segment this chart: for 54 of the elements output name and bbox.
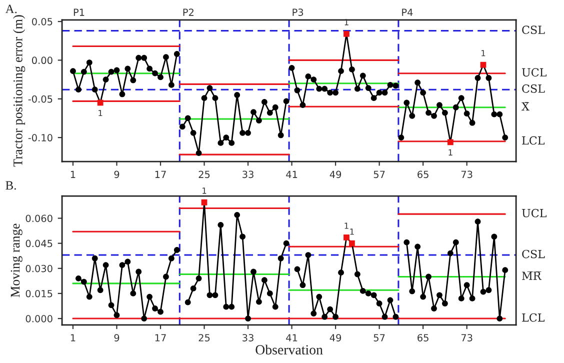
y-tick-label: 0.030 bbox=[26, 264, 52, 272]
x-tick-label: 33 bbox=[242, 170, 254, 178]
x-tick-label: 41 bbox=[286, 170, 298, 178]
x-tick-label: 65 bbox=[418, 334, 428, 342]
x-tick-label: 65 bbox=[418, 170, 428, 178]
x-tick-label: 33 bbox=[242, 334, 254, 342]
y-tick-label: 0.00 bbox=[32, 56, 52, 64]
y-tick-label: -0.10 bbox=[28, 134, 52, 142]
y-tick-label: 0.000 bbox=[26, 315, 52, 322]
x-tick-label: 25 bbox=[198, 170, 210, 178]
y-tick-label: 0.015 bbox=[26, 290, 52, 298]
y-axis-title: Moving range bbox=[10, 224, 22, 298]
x-tick-label: 1 bbox=[70, 170, 76, 178]
series-label: UCL bbox=[522, 208, 546, 218]
x-tick-label: 25 bbox=[198, 334, 210, 342]
series-label: LCL bbox=[522, 136, 544, 145]
x-tick-label: 9 bbox=[114, 170, 120, 178]
x-tick-label: 57 bbox=[374, 170, 385, 178]
y-tick-label: 0.045 bbox=[26, 240, 52, 248]
annotation: 1 bbox=[98, 110, 102, 116]
x-tick-label: 73 bbox=[461, 170, 472, 178]
annotation: 1 bbox=[202, 188, 206, 194]
y-tick-label: 0.05 bbox=[32, 18, 52, 26]
y-axis-title: Tractor positioning error (m) bbox=[13, 15, 26, 167]
annotation: 1 bbox=[482, 50, 486, 56]
annotation: 1 bbox=[350, 228, 354, 235]
y-tick-label: -0.05 bbox=[28, 95, 52, 103]
x-tick-label: 73 bbox=[461, 334, 472, 342]
ref-line-label: CSL bbox=[522, 250, 545, 258]
x-tick-label: 41 bbox=[286, 334, 298, 342]
text: P4 bbox=[402, 8, 413, 16]
text: P2 bbox=[183, 8, 194, 16]
y-tick-label: 0.060 bbox=[26, 214, 52, 222]
chart-title: A. bbox=[5, 4, 17, 14]
series-label: X̄ bbox=[522, 102, 530, 110]
series-label: LCL bbox=[522, 313, 544, 322]
text: P3 bbox=[292, 8, 304, 16]
x-tick-label: 1 bbox=[70, 334, 76, 342]
chart-title: B. bbox=[6, 181, 16, 190]
x-axis-title: Observation bbox=[256, 344, 323, 354]
series-label: UCL bbox=[522, 68, 546, 77]
x-tick-label: 49 bbox=[330, 170, 342, 178]
annotation: 1 bbox=[344, 19, 348, 26]
ref-line-label: CSL bbox=[522, 84, 545, 93]
x-tick-label: 9 bbox=[114, 334, 120, 342]
annotation: 1 bbox=[448, 149, 452, 156]
series-label: M̅R̅ bbox=[522, 271, 542, 280]
text: P1 bbox=[74, 8, 84, 16]
x-tick-label: 17 bbox=[155, 334, 166, 342]
ref-line-label: CSL bbox=[522, 26, 545, 34]
x-tick-label: 49 bbox=[330, 334, 342, 342]
x-tick-label: 17 bbox=[155, 170, 166, 178]
annotation: 1 bbox=[344, 222, 348, 229]
x-tick-label: 57 bbox=[374, 334, 385, 342]
